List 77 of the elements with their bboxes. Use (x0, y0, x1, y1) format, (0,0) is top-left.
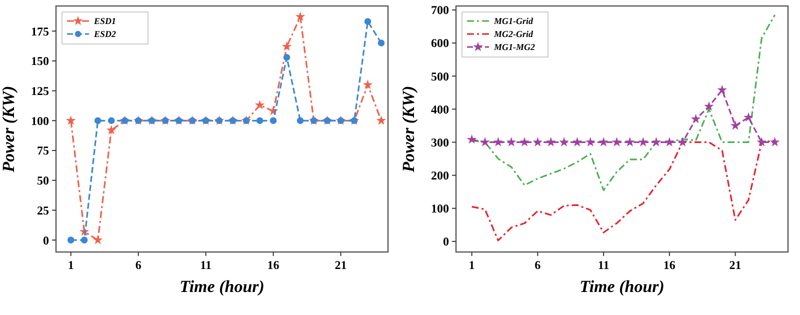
y-axis-title: Power (KW) (399, 86, 418, 174)
point (362, 80, 373, 89)
x-tick-label: 1 (468, 258, 475, 272)
y-tick-label: 0 (43, 233, 49, 248)
point (282, 41, 292, 51)
legend-label: MG1-Grid (493, 16, 534, 26)
x-axis-title: Time (hour) (580, 277, 664, 296)
point (638, 137, 648, 146)
point (559, 137, 569, 146)
point (270, 117, 277, 124)
point (106, 125, 116, 134)
x-tick-label: 16 (267, 258, 280, 272)
point (585, 137, 596, 146)
point (520, 137, 530, 146)
point (466, 134, 477, 144)
point (612, 137, 622, 146)
point (295, 12, 306, 21)
y-tick-label: 0 (443, 234, 449, 249)
x-axis-title: Time (hour) (180, 277, 264, 296)
point (66, 115, 76, 125)
point (364, 18, 372, 25)
point (67, 236, 74, 244)
point (80, 236, 88, 244)
y-tick-label: 125 (31, 84, 49, 98)
point (730, 120, 740, 130)
y-axis-title: Power (KW) (0, 86, 18, 174)
y-tick-label: 500 (431, 69, 449, 84)
x-tick-label: 11 (598, 258, 610, 272)
point (254, 100, 265, 110)
point (376, 115, 386, 125)
point (493, 137, 504, 146)
legend-label: ESD1 (93, 16, 116, 26)
point (94, 117, 102, 124)
point (704, 101, 714, 111)
legend-label: ESD2 (93, 29, 117, 40)
point (532, 137, 543, 146)
x-tick-label: 6 (534, 258, 541, 272)
y-tick-label: 50 (37, 174, 49, 188)
point (283, 54, 290, 61)
legend-label: MG1-MG2 (493, 42, 536, 52)
y-tick-label: 700 (431, 3, 449, 18)
point (744, 112, 754, 122)
x-tick-label: 1 (68, 258, 74, 272)
y-tick-label: 25 (37, 203, 49, 218)
y-tick-label: 175 (31, 24, 49, 38)
point (678, 137, 688, 146)
point (624, 137, 635, 146)
point (108, 117, 115, 124)
y-tick-label: 200 (431, 168, 449, 182)
y-tick-label: 75 (37, 144, 49, 158)
point (92, 234, 103, 244)
point (378, 40, 385, 46)
point (651, 137, 662, 146)
point (296, 117, 304, 124)
point (506, 137, 516, 146)
x-tick-label: 16 (663, 258, 676, 272)
point (480, 137, 490, 146)
y-tick-label: 400 (431, 102, 449, 116)
y-tick-label: 300 (431, 135, 449, 150)
x-tick-label: 11 (200, 258, 212, 272)
point (756, 137, 767, 146)
point (572, 137, 582, 146)
legend-label: MG2-Grid (493, 29, 534, 40)
x-tick-label: 21 (729, 258, 742, 272)
x-tick-label: 21 (334, 258, 347, 272)
y-tick-label: 600 (431, 36, 449, 50)
y-tick-label: 150 (31, 54, 49, 68)
point (717, 84, 728, 94)
y-tick-label: 100 (31, 114, 49, 128)
point (690, 114, 701, 124)
point (546, 137, 556, 146)
point (256, 117, 264, 124)
point (664, 137, 674, 146)
x-tick-label: 6 (135, 258, 142, 272)
point (598, 137, 608, 146)
point (770, 137, 780, 146)
y-tick-label: 100 (431, 202, 449, 216)
